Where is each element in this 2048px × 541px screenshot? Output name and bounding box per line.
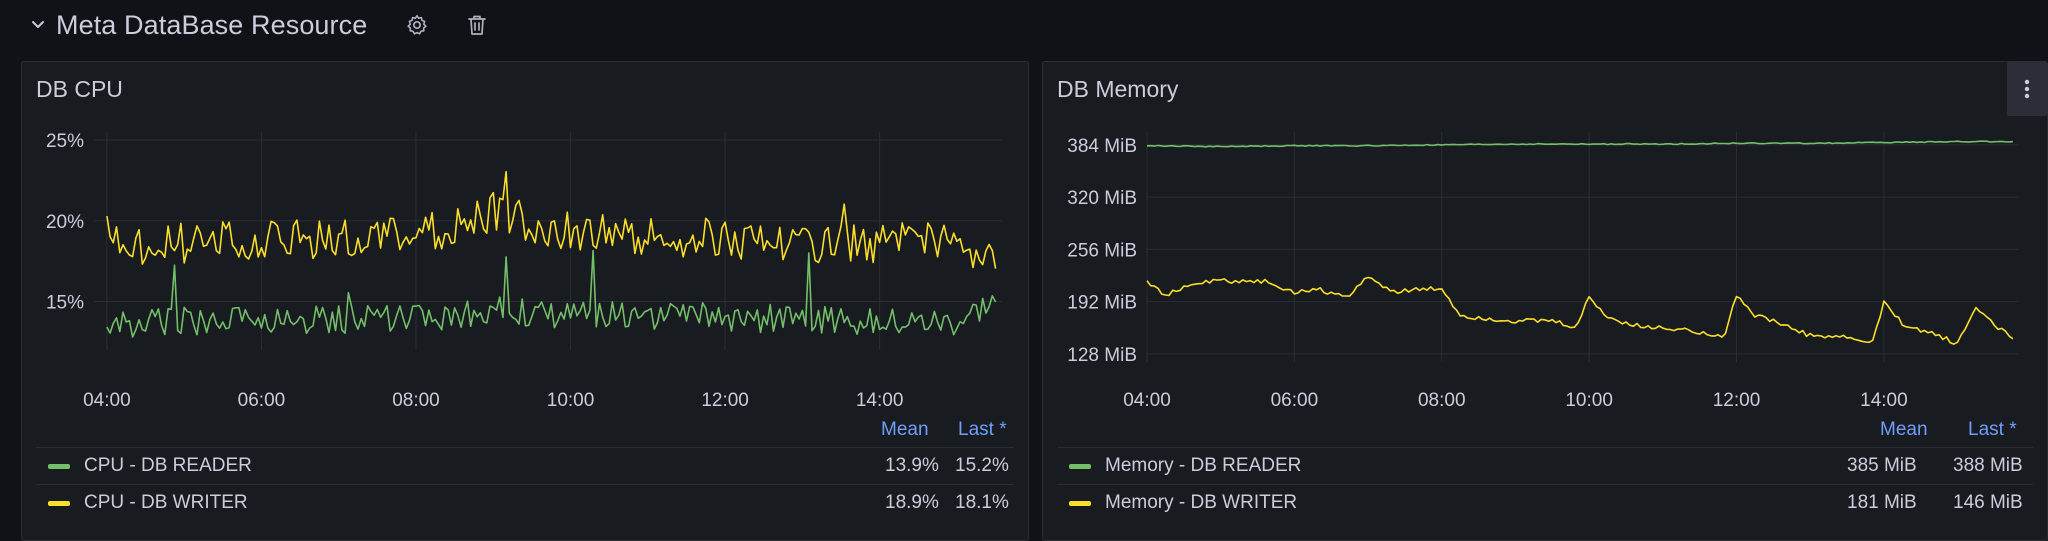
y-tick-label: 25% bbox=[46, 131, 84, 152]
legend-header: Mean Last * bbox=[1057, 413, 2033, 447]
gear-icon[interactable] bbox=[405, 13, 429, 37]
x-tick-label: 12:00 bbox=[1713, 390, 1761, 411]
series-swatch bbox=[1069, 464, 1091, 469]
memory-panel: DB Memory 128 MiB 192 MiB 256 MiB 320 MiB 38… bbox=[1042, 61, 2048, 541]
panel-title[interactable]: DB Memory bbox=[1057, 76, 1179, 102]
panel-menu-button[interactable] bbox=[2007, 62, 2047, 116]
x-tick-label: 10:00 bbox=[1565, 390, 1613, 411]
series-last: 15.2% bbox=[955, 455, 1009, 476]
legend-last-header[interactable]: Last * bbox=[958, 419, 1007, 440]
cpu-panel: DB CPU 15% 20% 25% 04:00 06:00 08:00 10:00 12:0… bbox=[21, 61, 1029, 541]
row-header: Meta DataBase Resource bbox=[30, 6, 489, 44]
series-line-memory-db-writer[interactable] bbox=[1146, 276, 2014, 345]
series-swatch bbox=[48, 464, 70, 469]
legend-last-header[interactable]: Last * bbox=[1968, 419, 2017, 440]
x-tick-label: 06:00 bbox=[1271, 390, 1319, 411]
memory-legend: Mean Last * Memory - DB READER 385 MiB 3… bbox=[1057, 413, 2033, 523]
legend-mean-header[interactable]: Mean bbox=[1880, 419, 1928, 440]
series-mean: 13.9% bbox=[885, 455, 939, 476]
series-last: 146 MiB bbox=[1953, 492, 2023, 513]
series-mean: 181 MiB bbox=[1847, 492, 1917, 513]
legend-row-memory-reader[interactable]: Memory - DB READER 385 MiB 388 MiB bbox=[1057, 447, 2033, 485]
x-tick-label: 10:00 bbox=[547, 390, 595, 411]
series-last: 18.1% bbox=[955, 492, 1009, 513]
series-name: Memory - DB READER bbox=[1105, 455, 1302, 476]
x-tick-label: 04:00 bbox=[83, 390, 131, 411]
series-line-cpu-db-reader[interactable] bbox=[106, 249, 997, 338]
y-tick-label: 256 MiB bbox=[1067, 240, 1137, 261]
kebab-menu-icon bbox=[2024, 79, 2030, 99]
series-line-cpu-db-writer[interactable] bbox=[106, 170, 997, 269]
series-name: CPU - DB READER bbox=[84, 455, 252, 476]
y-tick-label: 15% bbox=[46, 293, 84, 314]
legend-header: Mean Last * bbox=[36, 413, 1014, 447]
y-tick-label: 320 MiB bbox=[1067, 188, 1137, 209]
series-name: CPU - DB WRITER bbox=[84, 492, 248, 513]
x-tick-label: 06:00 bbox=[238, 390, 286, 411]
x-tick-label: 04:00 bbox=[1123, 390, 1171, 411]
series-mean: 385 MiB bbox=[1847, 455, 1917, 476]
trash-icon[interactable] bbox=[465, 13, 489, 37]
row-title[interactable]: Meta DataBase Resource bbox=[56, 9, 368, 40]
series-swatch bbox=[48, 501, 70, 506]
y-tick-label: 20% bbox=[46, 212, 84, 233]
x-tick-label: 14:00 bbox=[856, 390, 904, 411]
y-tick-label: 128 MiB bbox=[1067, 345, 1137, 366]
x-tick-label: 14:00 bbox=[1860, 390, 1908, 411]
y-tick-label: 384 MiB bbox=[1067, 136, 1137, 157]
memory-chart[interactable]: 128 MiB 192 MiB 256 MiB 320 MiB 384 MiB 04:00… bbox=[1043, 62, 2048, 422]
series-last: 388 MiB bbox=[1953, 455, 2023, 476]
legend-row-cpu-reader[interactable]: CPU - DB READER 13.9% 15.2% bbox=[36, 447, 1014, 485]
panel-title[interactable]: DB CPU bbox=[36, 76, 123, 102]
series-mean: 18.9% bbox=[885, 492, 939, 513]
chevron-down-icon[interactable] bbox=[30, 17, 46, 33]
y-tick-label: 192 MiB bbox=[1067, 293, 1137, 314]
legend-mean-header[interactable]: Mean bbox=[881, 419, 929, 440]
cpu-chart[interactable]: 15% 20% 25% 04:00 06:00 08:00 10:00 12:00 14:00 bbox=[22, 62, 1030, 422]
x-tick-label: 08:00 bbox=[1418, 390, 1466, 411]
series-line-memory-db-reader[interactable] bbox=[1146, 140, 2013, 148]
cpu-legend: Mean Last * CPU - DB READER 13.9% 15.2% … bbox=[36, 413, 1014, 523]
x-tick-label: 12:00 bbox=[701, 390, 749, 411]
x-tick-label: 08:00 bbox=[392, 390, 440, 411]
series-swatch bbox=[1069, 501, 1091, 506]
legend-row-memory-writer[interactable]: Memory - DB WRITER 181 MiB 146 MiB bbox=[1057, 484, 2033, 522]
legend-row-cpu-writer[interactable]: CPU - DB WRITER 18.9% 18.1% bbox=[36, 484, 1014, 522]
series-name: Memory - DB WRITER bbox=[1105, 492, 1298, 513]
